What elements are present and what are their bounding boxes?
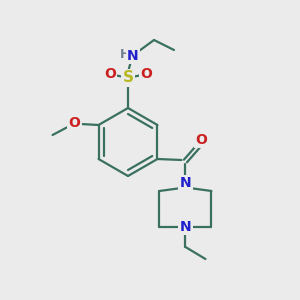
Text: O: O (104, 67, 116, 81)
Text: N: N (180, 220, 191, 234)
Text: H: H (120, 49, 130, 62)
Text: O: O (196, 133, 207, 147)
Text: O: O (140, 67, 152, 81)
Text: N: N (127, 49, 139, 63)
Text: S: S (122, 70, 134, 86)
Text: O: O (69, 116, 80, 130)
Text: N: N (180, 176, 191, 190)
